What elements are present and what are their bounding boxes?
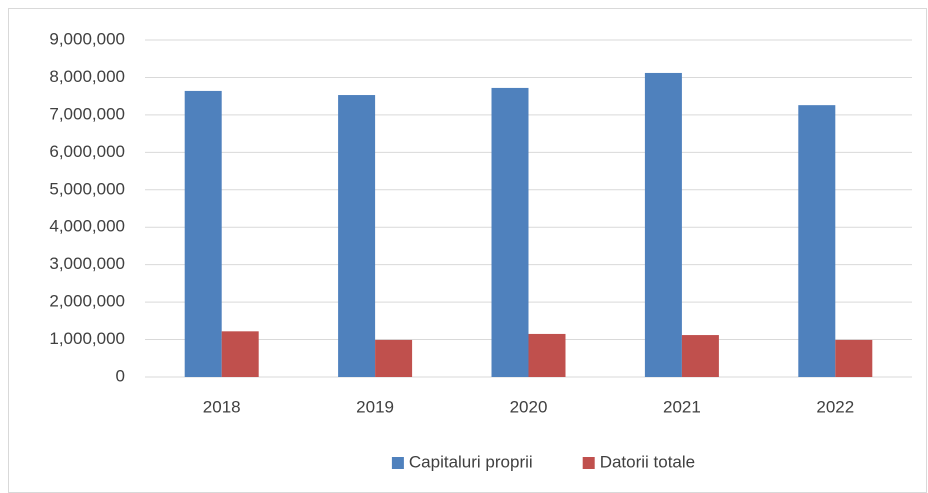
y-tick-label: 2,000,000: [49, 292, 125, 311]
bar: [835, 339, 873, 377]
bar: [798, 105, 836, 378]
legend-label: Capitaluri proprii: [409, 452, 533, 471]
x-tick-label: 2019: [356, 397, 394, 416]
bar: [221, 331, 259, 377]
legend-swatch: [391, 457, 404, 469]
legend-swatch: [582, 457, 595, 469]
y-tick-label: 7,000,000: [49, 104, 125, 123]
legend-label: Datorii totale: [600, 452, 695, 471]
bar: [491, 87, 529, 377]
y-tick-label: 0: [116, 366, 125, 385]
x-tick-label: 2022: [816, 397, 854, 416]
x-tick-label: 2020: [510, 397, 548, 416]
y-tick-label: 8,000,000: [49, 67, 125, 86]
chart-frame: [8, 8, 927, 493]
y-tick-label: 3,000,000: [49, 254, 125, 273]
bar: [375, 339, 413, 377]
x-tick-label: 2021: [663, 397, 701, 416]
y-tick-label: 4,000,000: [49, 217, 125, 236]
y-tick-label: 5,000,000: [49, 179, 125, 198]
bar: [184, 90, 222, 378]
y-tick-label: 9,000,000: [49, 29, 125, 48]
bar: [644, 72, 682, 377]
bar: [528, 333, 566, 377]
y-tick-label: 6,000,000: [49, 142, 125, 161]
y-tick-label: 1,000,000: [49, 329, 125, 348]
bar: [681, 335, 719, 377]
bar: [338, 95, 376, 377]
x-tick-label: 2018: [203, 397, 241, 416]
